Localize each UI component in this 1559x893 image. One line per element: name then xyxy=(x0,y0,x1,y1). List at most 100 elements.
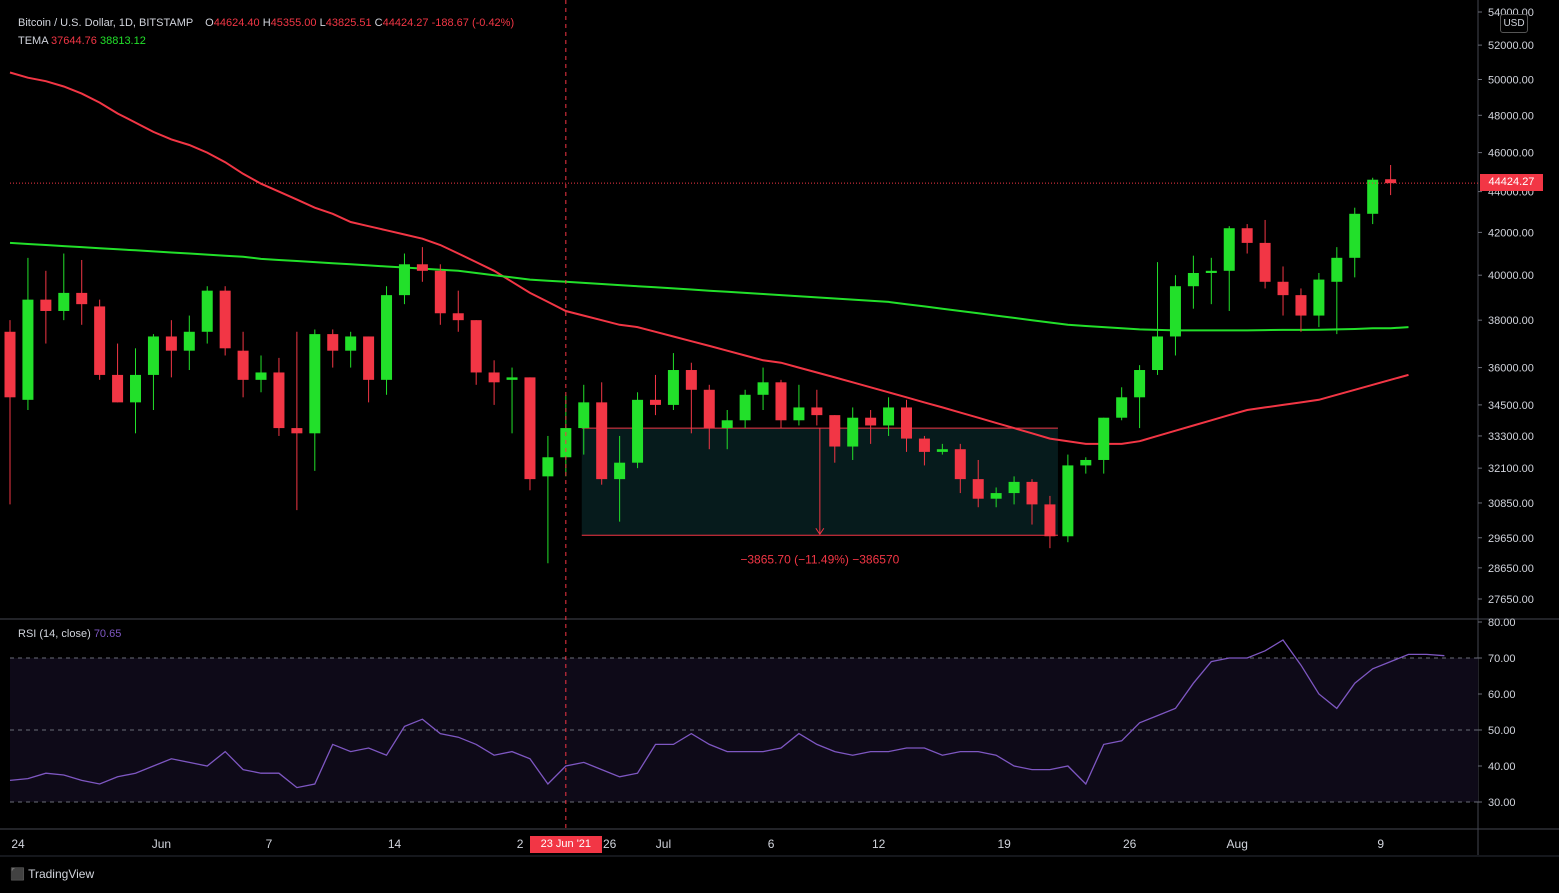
candle-body xyxy=(632,399,644,463)
candle-body xyxy=(273,372,285,429)
price-tick-label: 46000.00 xyxy=(1488,148,1534,160)
price-tick-label: 30850.00 xyxy=(1488,498,1534,510)
candle-body xyxy=(865,417,877,426)
close-value: 44424.27 xyxy=(382,17,429,29)
change-value: -188.67 (-0.42%) xyxy=(431,17,515,29)
candle-body xyxy=(1259,242,1271,282)
candle-body xyxy=(775,382,787,421)
time-tick-label: 14 xyxy=(388,837,402,851)
candle-body xyxy=(1295,295,1307,316)
time-tick-label: 24 xyxy=(11,837,25,851)
time-tick-label: 7 xyxy=(266,837,273,851)
candle-body xyxy=(237,350,249,380)
candle-body xyxy=(130,374,142,403)
tema-slow-value: 38813.12 xyxy=(99,35,146,47)
candle-body xyxy=(1367,179,1379,214)
price-tick-label: 42000.00 xyxy=(1488,227,1534,239)
measure-arrow-head xyxy=(815,527,825,536)
candle-body xyxy=(972,479,984,499)
candle-body xyxy=(1152,336,1164,371)
candle-body xyxy=(1098,417,1110,460)
symbol-title: Bitcoin / U.S. Dollar, 1D, BITSTAMP xyxy=(18,17,194,29)
tema-legend[interactable]: TEMA 37644.76 38813.12 xyxy=(18,35,146,47)
price-tick-label: 36000.00 xyxy=(1488,363,1534,375)
price-tick-label: 28650.00 xyxy=(1488,563,1534,575)
candle-body xyxy=(829,415,841,447)
candle-body xyxy=(4,331,16,398)
price-tick-label: 52000.00 xyxy=(1488,40,1534,52)
high-value: 45355.00 xyxy=(270,17,317,29)
price-tick-label: 27650.00 xyxy=(1488,594,1534,606)
tradingview-logo[interactable]: ⬛ TradingView xyxy=(10,867,94,881)
candle-body xyxy=(165,336,177,351)
candle-body xyxy=(1044,504,1056,537)
candle-body xyxy=(524,377,536,480)
price-tick-label: 38000.00 xyxy=(1488,315,1534,327)
tema-label: TEMA xyxy=(18,35,48,47)
time-tick-label: Jun xyxy=(152,837,171,851)
high-label: H xyxy=(262,17,271,29)
symbol-legend: Bitcoin / U.S. Dollar, 1D, BITSTAMP O446… xyxy=(18,17,514,29)
candle-body xyxy=(398,264,410,296)
rsi-tick-label: 70.00 xyxy=(1488,653,1516,665)
candle-body xyxy=(883,407,895,426)
candle-body xyxy=(901,407,912,439)
currency-label[interactable]: USD xyxy=(1500,14,1528,33)
rsi-legend[interactable]: RSI (14, close) 70.65 xyxy=(18,628,121,640)
close-label: C xyxy=(374,17,383,29)
open-value: 44624.40 xyxy=(213,17,260,29)
candle-body xyxy=(22,299,34,400)
candle-body xyxy=(1169,286,1181,337)
time-tick-label: 12 xyxy=(872,837,886,851)
candle-body xyxy=(201,290,213,332)
time-tick-label: 19 xyxy=(997,837,1011,851)
candle-body xyxy=(94,306,106,375)
time-tick-label: 26 xyxy=(1123,837,1137,851)
price-tick-label: 29650.00 xyxy=(1488,533,1534,545)
price-tick-label: 34500.00 xyxy=(1488,400,1534,412)
candle-body xyxy=(291,428,303,434)
low-value: 43825.51 xyxy=(325,17,372,29)
candle-body xyxy=(183,331,195,351)
candle-body xyxy=(381,295,393,380)
candle-body xyxy=(1026,481,1038,505)
rsi-value: 70.65 xyxy=(93,628,122,640)
tema-fast-line xyxy=(9,71,1409,445)
candle-body xyxy=(309,334,321,434)
candle-body xyxy=(255,372,267,380)
candle-body xyxy=(363,336,375,380)
candle-body xyxy=(1331,257,1343,282)
candle-body xyxy=(1116,397,1128,418)
candle-body xyxy=(416,264,428,271)
rsi-band xyxy=(10,658,1478,802)
time-tick-label: 2 xyxy=(517,837,524,851)
rsi-tick-label: 50.00 xyxy=(1488,725,1516,737)
candle-body xyxy=(936,449,948,452)
candle-body xyxy=(578,402,590,429)
candle-body xyxy=(918,438,930,452)
candle-body xyxy=(76,292,88,305)
tradingview-logo-text: TradingView xyxy=(28,867,95,881)
candle-body xyxy=(739,394,751,421)
time-tick-label: 6 xyxy=(768,837,775,851)
candle-body xyxy=(649,399,661,405)
candle-body xyxy=(1062,465,1074,537)
candle-body xyxy=(847,417,859,447)
open-label: O xyxy=(205,17,214,29)
candle-body xyxy=(703,389,715,429)
candle-body xyxy=(1008,481,1020,494)
candle-body xyxy=(1349,213,1361,258)
time-tick-label: 26 xyxy=(603,837,617,851)
candle-body xyxy=(219,290,231,349)
rsi-tick-label: 40.00 xyxy=(1488,761,1516,773)
candle-body xyxy=(954,449,966,480)
last-price-tag: 44424.27 xyxy=(1480,174,1543,192)
candle-body xyxy=(614,462,626,480)
candle-body xyxy=(1187,272,1199,287)
candle-body xyxy=(1385,179,1397,184)
candle-body xyxy=(345,336,357,351)
candle-body xyxy=(452,313,464,321)
candle-body xyxy=(1080,459,1092,466)
candle-body xyxy=(112,374,124,403)
